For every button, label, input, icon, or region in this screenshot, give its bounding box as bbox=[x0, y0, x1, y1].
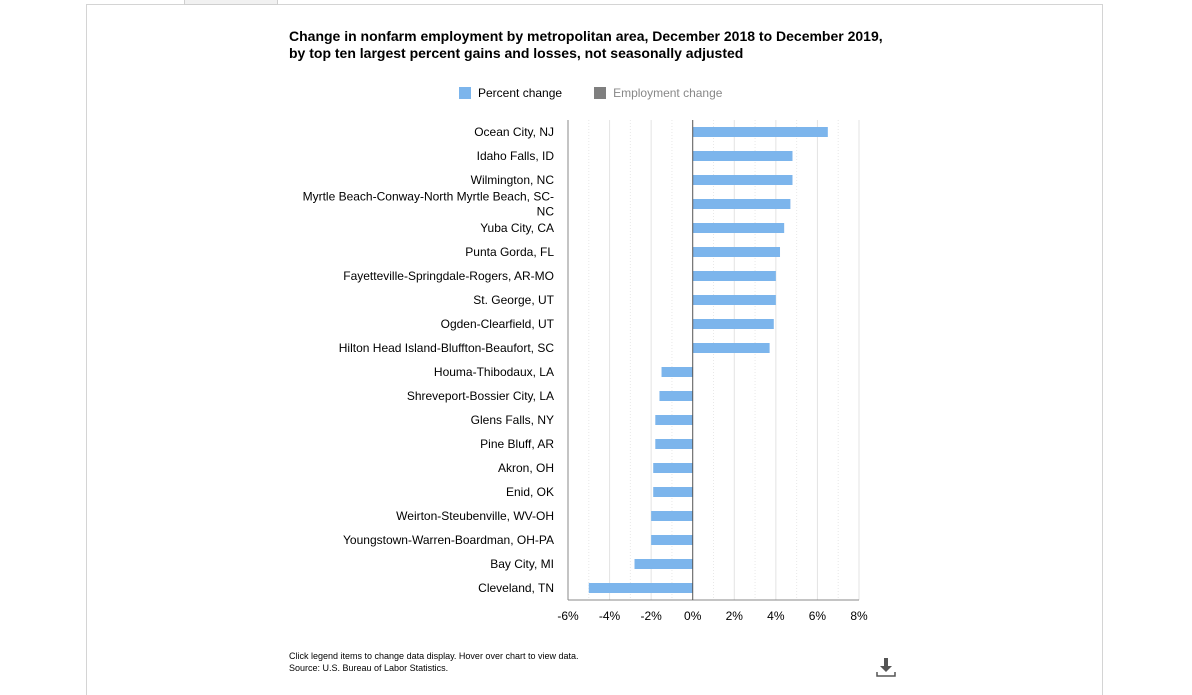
bar-0[interactable] bbox=[692, 127, 828, 137]
download-icon[interactable] bbox=[875, 656, 897, 678]
bar-12[interactable] bbox=[655, 415, 693, 425]
bar-7[interactable] bbox=[692, 295, 776, 305]
legend-item-employment-change[interactable]: Employment change bbox=[594, 86, 722, 100]
x-tick-label: -4% bbox=[599, 609, 621, 623]
x-tick-label: 2% bbox=[726, 609, 744, 623]
legend-swatch-percent-change bbox=[459, 87, 471, 99]
category-label: Weirton-Steubenville, WV-OH bbox=[396, 509, 554, 523]
chart-legend: Percent change Employment change bbox=[459, 86, 754, 100]
x-tick-label: 8% bbox=[850, 609, 868, 623]
bar-14[interactable] bbox=[653, 463, 693, 473]
chart-container bbox=[86, 4, 1103, 695]
category-label: Idaho Falls, ID bbox=[477, 149, 555, 163]
bar-2[interactable] bbox=[692, 175, 793, 185]
category-label: St. George, UT bbox=[473, 293, 554, 307]
category-label: Houma-Thibodaux, LA bbox=[434, 365, 554, 379]
category-label: NC bbox=[537, 205, 555, 219]
bar-9[interactable] bbox=[692, 343, 770, 353]
chart-footer: Click legend items to change data displa… bbox=[289, 650, 578, 674]
legend-label-employment-change: Employment change bbox=[613, 86, 723, 100]
bar-13[interactable] bbox=[655, 439, 693, 449]
category-label: Glens Falls, NY bbox=[471, 413, 554, 427]
bar-1[interactable] bbox=[692, 151, 793, 161]
tab-stub[interactable] bbox=[184, 0, 278, 5]
x-tick-label: 0% bbox=[684, 609, 702, 623]
chart-title-line-1: Change in nonfarm employment by metropol… bbox=[289, 28, 883, 44]
bar-15[interactable] bbox=[653, 487, 693, 497]
category-label: Ocean City, NJ bbox=[474, 125, 554, 139]
category-label: Shreveport-Bossier City, LA bbox=[407, 389, 554, 403]
x-tick-label: -2% bbox=[640, 609, 662, 623]
bar-16[interactable] bbox=[651, 511, 693, 521]
category-label: Hilton Head Island-Bluffton-Beaufort, SC bbox=[339, 341, 555, 355]
category-label: Cleveland, TN bbox=[478, 581, 554, 595]
bar-4[interactable] bbox=[692, 223, 785, 233]
bar-19[interactable] bbox=[588, 583, 693, 593]
category-label: Akron, OH bbox=[498, 461, 554, 475]
category-label: Youngstown-Warren-Boardman, OH-PA bbox=[343, 533, 554, 547]
x-tick-label: 4% bbox=[767, 609, 785, 623]
x-tick-label: -6% bbox=[557, 609, 579, 623]
bar-5[interactable] bbox=[692, 247, 781, 257]
bar-17[interactable] bbox=[651, 535, 693, 545]
category-label: Myrtle Beach-Conway-North Myrtle Beach, … bbox=[303, 190, 554, 204]
category-label: Enid, OK bbox=[506, 485, 554, 499]
bar-10[interactable] bbox=[661, 367, 693, 377]
category-label: Ogden-Clearfield, UT bbox=[441, 317, 555, 331]
category-label: Punta Gorda, FL bbox=[465, 245, 554, 259]
bar-18[interactable] bbox=[634, 559, 693, 569]
bar-chart-plot[interactable]: Ocean City, NJ Idaho Falls, ID Wilmington,… bbox=[0, 0, 1192, 640]
category-label: Wilmington, NC bbox=[471, 173, 555, 187]
category-label: Fayetteville-Springdale-Rogers, AR-MO bbox=[343, 269, 554, 283]
x-tick-label: 6% bbox=[809, 609, 827, 623]
bar-11[interactable] bbox=[659, 391, 693, 401]
bar-6[interactable] bbox=[692, 271, 776, 281]
legend-item-percent-change[interactable]: Percent change bbox=[459, 86, 562, 100]
chart-title: Change in nonfarm employment by metropol… bbox=[289, 28, 889, 62]
chart-note: Click legend items to change data displa… bbox=[289, 651, 579, 661]
category-label: Pine Bluff, AR bbox=[480, 437, 554, 451]
chart-source: Source: U.S. Bureau of Labor Statistics. bbox=[289, 663, 449, 673]
legend-swatch-employment-change bbox=[594, 87, 607, 99]
chart-title-line-2: by top ten largest percent gains and los… bbox=[289, 45, 744, 61]
bar-8[interactable] bbox=[692, 319, 774, 329]
bar-3[interactable] bbox=[692, 199, 791, 209]
category-label: Bay City, MI bbox=[490, 557, 554, 571]
category-label: Yuba City, CA bbox=[480, 221, 554, 235]
legend-label-percent-change: Percent change bbox=[478, 86, 563, 100]
